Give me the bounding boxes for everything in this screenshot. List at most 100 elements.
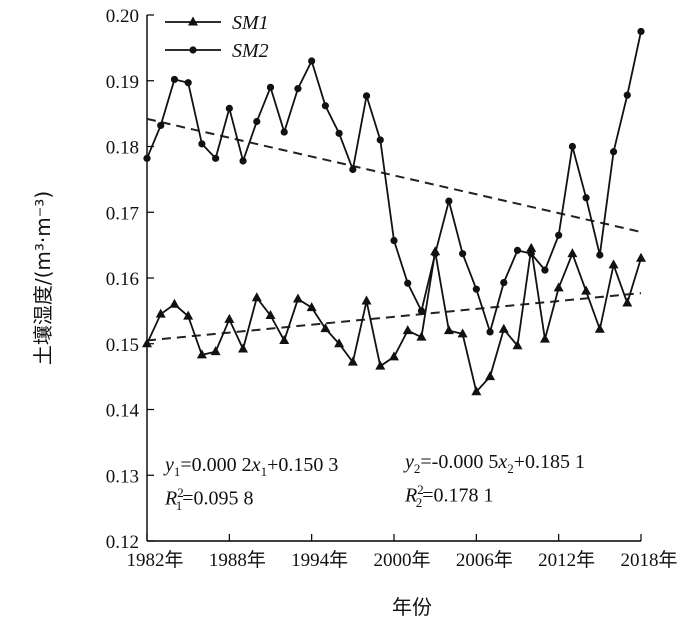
data-point-sm1 xyxy=(581,285,592,295)
data-point-sm2 xyxy=(170,75,179,84)
data-point-sm2 xyxy=(541,266,549,274)
data-point-sm2 xyxy=(157,121,165,130)
legend-label-sm2: SM2 xyxy=(232,40,269,62)
data-point-sm2 xyxy=(198,140,206,148)
x-axis-ticks: 1982年 1988年 1994年 2000年 2006年 2012年 2018年 xyxy=(126,534,678,571)
data-point-sm2 xyxy=(321,102,329,110)
x-tick-label: 1982年 xyxy=(126,549,183,571)
data-point-sm1 xyxy=(636,252,646,262)
x-tick-label: 1994年 xyxy=(291,549,348,571)
equation-sm1: y1=0.000 2x1+0.150 3 xyxy=(165,454,339,479)
data-point-sm2 xyxy=(596,251,604,259)
data-point-sm1 xyxy=(320,323,331,333)
data-point-sm2 xyxy=(568,142,576,151)
data-point-sm2 xyxy=(609,148,618,156)
y-tick-label: 0.18 xyxy=(106,138,139,159)
data-point-sm1 xyxy=(183,310,194,320)
data-point-sm2 xyxy=(582,194,590,202)
data-point-sm1 xyxy=(512,340,523,350)
data-point-sm2 xyxy=(376,136,384,144)
data-point-sm1 xyxy=(210,346,221,356)
trendline-sm1 xyxy=(146,292,642,342)
data-point-sm1 xyxy=(347,356,358,366)
r-squared-sm2: R22=0.178 1 xyxy=(405,482,494,510)
y-tick-label: 0.17 xyxy=(106,203,139,224)
data-point-sm1 xyxy=(567,248,578,258)
data-point-sm2 xyxy=(486,328,494,336)
series-line-sm2 xyxy=(146,31,642,336)
x-tick-label: 2018年 xyxy=(620,549,677,571)
data-point-sm1 xyxy=(142,338,152,348)
x-axis-title: 年份 xyxy=(392,595,432,619)
data-point-sm2 xyxy=(184,79,192,87)
data-point-sm1 xyxy=(279,334,290,344)
data-point-sm2 xyxy=(266,83,275,91)
y-tick-label: 0.20 xyxy=(106,6,139,27)
trendline-sm2 xyxy=(146,117,642,233)
legend-item-sm2: SM2 xyxy=(165,40,269,62)
data-point-sm1 xyxy=(539,333,550,343)
equation-sm2: y2=-0.000 5x2+0.185 1 xyxy=(405,451,586,476)
data-point-sm2 xyxy=(212,154,220,162)
series-sm2 xyxy=(143,27,645,336)
y-tick-label: 0.14 xyxy=(106,401,140,422)
data-point-sm1 xyxy=(196,349,207,359)
y-tick-label: 0.19 xyxy=(106,72,139,93)
data-point-sm1 xyxy=(169,298,180,308)
data-point-sm2 xyxy=(417,307,426,315)
data-point-sm2 xyxy=(445,197,453,205)
y-axis-ticks: 0.12 0.13 0.14 0.15 0.16 0.17 0.18 0.19 0.20 xyxy=(106,6,154,553)
data-point-sm2 xyxy=(431,250,439,258)
data-point-sm2 xyxy=(280,128,288,136)
data-point-sm2 xyxy=(404,279,412,287)
x-tick-label: 1988年 xyxy=(209,549,266,571)
y-tick-label: 0.13 xyxy=(106,466,139,487)
data-point-sm1 xyxy=(498,323,509,333)
series-group xyxy=(142,27,646,396)
data-point-sm1 xyxy=(251,292,262,302)
data-point-sm1 xyxy=(526,242,537,252)
data-point-sm2 xyxy=(294,85,302,93)
data-point-sm2 xyxy=(335,129,343,137)
r-squared-sm1: R21=0.095 8 xyxy=(165,485,254,513)
data-point-sm1 xyxy=(457,328,468,338)
trendlines xyxy=(146,117,642,342)
series-line-sm1 xyxy=(146,248,642,394)
legend-marker-sm1 xyxy=(188,16,198,26)
data-point-sm2 xyxy=(527,250,535,258)
data-point-sm2 xyxy=(623,91,631,99)
data-point-sm1 xyxy=(155,308,166,318)
data-point-sm1 xyxy=(608,259,619,269)
y-tick-label: 0.12 xyxy=(106,532,139,553)
x-tick-label: 2006年 xyxy=(456,549,513,571)
legend-item-sm1: SM1 xyxy=(165,12,269,34)
data-point-sm2 xyxy=(143,154,151,162)
data-point-sm1 xyxy=(443,325,454,335)
data-point-sm1 xyxy=(224,313,235,323)
data-point-sm1 xyxy=(389,351,399,361)
data-point-sm2 xyxy=(308,57,316,65)
y-tick-label: 0.15 xyxy=(106,335,139,356)
data-point-sm1 xyxy=(334,338,345,348)
data-point-sm2 xyxy=(500,279,508,287)
data-point-sm1 xyxy=(622,297,633,307)
series-sm1 xyxy=(142,242,646,396)
data-point-sm2 xyxy=(349,165,357,174)
legend-marker-sm2 xyxy=(189,46,197,54)
data-point-sm1 xyxy=(485,371,496,381)
data-point-sm1 xyxy=(238,343,249,353)
data-point-sm1 xyxy=(594,323,605,333)
data-point-sm1 xyxy=(416,331,427,341)
data-point-sm1 xyxy=(265,309,276,319)
data-point-sm2 xyxy=(390,236,398,245)
x-tick-label: 2000年 xyxy=(373,549,430,571)
data-point-sm2 xyxy=(225,104,233,112)
data-point-sm1 xyxy=(292,293,303,303)
legend-label-sm1: SM1 xyxy=(232,12,269,34)
y-axis-title: 土壤湿度/(m³·m⁻³) xyxy=(31,191,55,365)
data-point-sm1 xyxy=(553,282,564,292)
y-tick-label: 0.16 xyxy=(106,269,139,290)
data-point-sm2 xyxy=(253,117,261,126)
